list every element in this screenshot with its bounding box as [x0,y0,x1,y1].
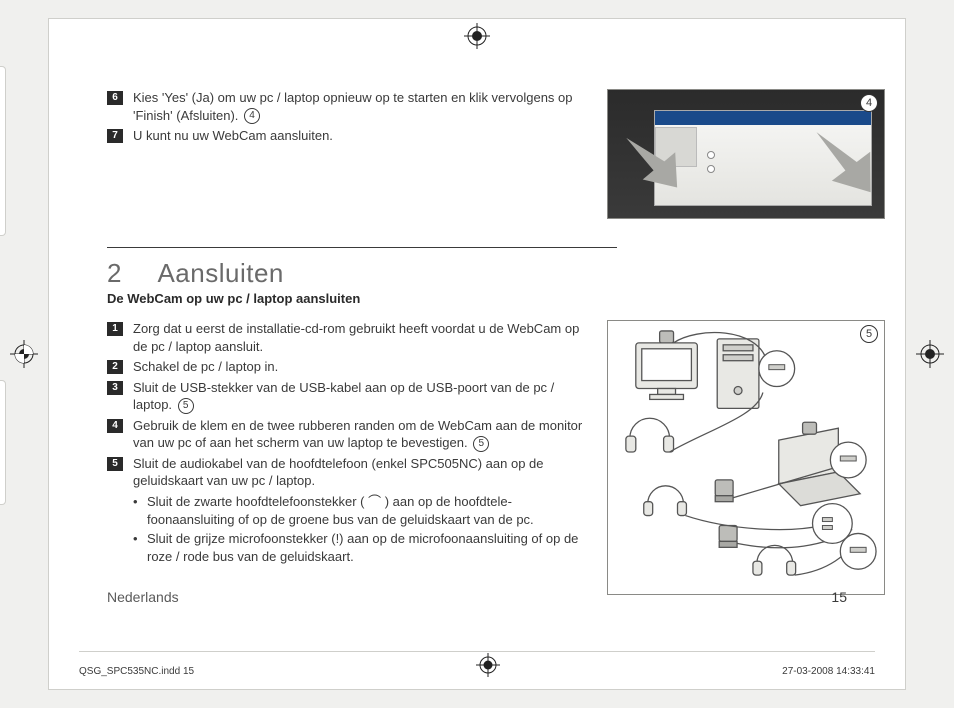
section-divider [107,247,617,248]
step-body-text: Sluit de USB-stekker van de USB-kabel aa… [133,380,554,413]
step-line: 3 Sluit de USB-stekker van de USB-kabel … [107,379,587,414]
page-sheet: 6 Kies 'Yes' (Ja) om uw pc / laptop opni… [48,18,906,690]
figure-number-badge: 4 [860,94,878,112]
step-text: Schakel de pc / laptop in. [133,358,587,376]
bullet-text: Sluit de zwarte hoofdtelefoonstekker ( ⌒… [147,493,587,528]
step-line: 7 U kunt nu uw WebCam aansluiten. [107,127,587,145]
step-line: 1 Zorg dat u eerst de installatie-cd-rom… [107,320,587,355]
step-number-box: 2 [107,360,123,374]
section-number: 2 [107,258,121,289]
figure-ref-circle: 4 [244,108,260,124]
step-text: Zorg dat u eerst de installatie-cd-rom g… [133,320,587,355]
slug-datetime: 27-03-2008 14:33:41 [782,666,875,677]
sub-bullet: • Sluit de zwarte hoofdtelefoonstekker (… [107,493,587,528]
page-number: 15 [831,589,847,605]
figure-4-container: 4 [607,89,885,219]
step-number-box: 3 [107,381,123,395]
registration-mark-top [464,23,490,49]
step-number-box: 4 [107,419,123,433]
step-text: Sluit de audiokabel van de hoofdtelefoon… [133,455,587,490]
slug-filename: QSG_SPC535NC.indd 15 [79,666,194,677]
print-slug: QSG_SPC535NC.indd 15 27-03-2008 14:33:41 [79,651,875,677]
bullet-text: Sluit de grijze microfoonstekker (!) aan… [147,530,587,565]
step-line: 6 Kies 'Yes' (Ja) om uw pc / laptop opni… [107,89,587,124]
step-number-box: 7 [107,129,123,143]
step-number-box: 5 [107,457,123,471]
footer-language: Nederlands [107,589,179,605]
step-line: 4 Gebruik de klem en de twee rubberen ra… [107,417,587,452]
step-body-text: Gebruik de klem en de twee rubberen rand… [133,418,582,451]
section-subtitle: De WebCam op uw pc / laptop aansluiten [107,291,885,306]
bullet-dot: • [133,493,147,528]
step-line: 5 Sluit de audiokabel van de hoofdtelefo… [107,455,587,490]
radio-icon [707,165,715,173]
figure-number-badge: 5 [860,325,878,343]
page-content: 6 Kies 'Yes' (Ja) om uw pc / laptop opni… [107,89,885,595]
figure-4-screenshot: 4 [607,89,885,219]
step-line: 2 Schakel de pc / laptop in. [107,358,587,376]
bullet-dot: • [133,530,147,565]
registration-mark-right [916,340,944,368]
figure-ref-circle: 5 [473,436,489,452]
step-body-text: Kies 'Yes' (Ja) om uw pc / laptop opnieu… [133,90,573,123]
section-title: Aansluiten [157,258,283,289]
sub-bullet: • Sluit de grijze microfoonstekker (!) a… [107,530,587,565]
arrow-icon [802,126,878,202]
connection-diagram [608,321,884,594]
step-number-box: 1 [107,322,123,336]
step-text: U kunt nu uw WebCam aansluiten. [133,127,587,145]
registration-mark-left [10,340,38,368]
binding-tab [0,380,6,505]
figure-ref-circle: 5 [178,398,194,414]
radio-icon [707,151,715,159]
step-text: Kies 'Yes' (Ja) om uw pc / laptop opnieu… [133,89,587,124]
arrow-icon [614,130,684,200]
binding-tab [0,66,6,236]
figure-5-container: 5 [607,320,885,595]
step-number-box: 6 [107,91,123,105]
page-footer: Nederlands 15 [107,589,847,605]
top-steps-column: 6 Kies 'Yes' (Ja) om uw pc / laptop opni… [107,89,587,219]
figure-5-diagram: 5 [607,320,885,595]
section-heading: 2 Aansluiten [107,258,885,289]
dialog-titlebar [655,111,871,125]
step-text: Gebruik de klem en de twee rubberen rand… [133,417,587,452]
step-text: Sluit de USB-stekker van de USB-kabel aa… [133,379,587,414]
registration-mark-bottom [476,653,500,677]
main-steps-column: 1 Zorg dat u eerst de installatie-cd-rom… [107,320,587,595]
